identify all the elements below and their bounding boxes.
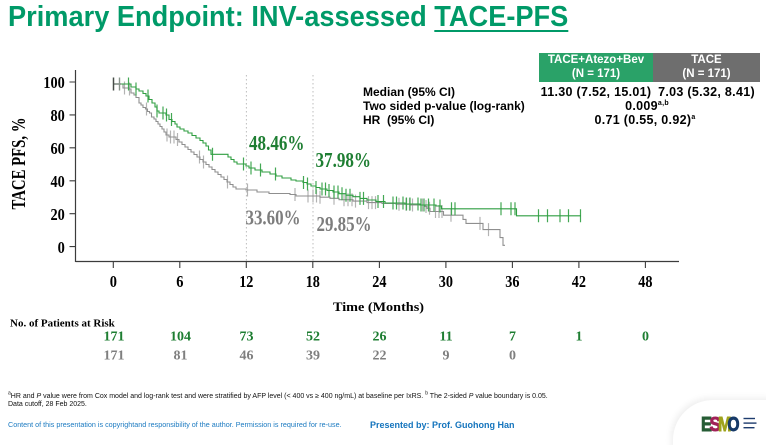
svg-text:26: 26	[373, 329, 387, 344]
svg-text:33.60%: 33.60%	[246, 206, 301, 230]
svg-text:48: 48	[638, 272, 652, 291]
svg-text:0: 0	[110, 272, 117, 291]
svg-text:24: 24	[372, 272, 387, 291]
svg-text:22: 22	[373, 348, 387, 363]
svg-text:0: 0	[509, 348, 516, 363]
svg-text:171: 171	[104, 329, 125, 344]
svg-text:18: 18	[306, 272, 320, 291]
svg-text:37.98%: 37.98%	[316, 148, 372, 172]
svg-text:29.85%: 29.85%	[317, 212, 372, 236]
svg-text:80: 80	[51, 106, 65, 125]
svg-text:40: 40	[51, 172, 65, 191]
svg-text:6: 6	[176, 272, 183, 291]
svg-text:100: 100	[43, 73, 64, 92]
svg-text:TACE PFS, %: TACE PFS, %	[9, 118, 30, 210]
svg-text:39: 39	[306, 348, 320, 363]
svg-text:7: 7	[509, 329, 516, 344]
svg-text:48.46%: 48.46%	[249, 131, 305, 155]
svg-text:O: O	[728, 413, 740, 436]
svg-text:20: 20	[51, 205, 65, 224]
svg-text:1: 1	[576, 329, 583, 344]
svg-text:0: 0	[642, 329, 649, 344]
svg-text:42: 42	[572, 272, 586, 291]
svg-text:30: 30	[439, 272, 453, 291]
svg-text:73: 73	[240, 329, 254, 344]
svg-text:81: 81	[174, 348, 188, 363]
svg-text:0: 0	[58, 238, 65, 257]
svg-text:36: 36	[505, 272, 519, 291]
svg-text:46: 46	[240, 348, 254, 363]
svg-text:104: 104	[170, 329, 191, 344]
svg-text:Time (Months): Time (Months)	[333, 299, 424, 314]
svg-text:52: 52	[306, 329, 320, 344]
svg-text:60: 60	[51, 139, 65, 158]
svg-text:E: E	[701, 413, 712, 436]
svg-text:171: 171	[104, 348, 125, 363]
svg-text:11: 11	[439, 329, 452, 344]
svg-text:No. of Patients at Risk: No. of Patients at Risk	[10, 318, 116, 330]
svg-text:S: S	[710, 413, 722, 436]
svg-text:9: 9	[443, 348, 450, 363]
svg-text:M: M	[718, 413, 732, 436]
svg-text:12: 12	[239, 272, 253, 291]
